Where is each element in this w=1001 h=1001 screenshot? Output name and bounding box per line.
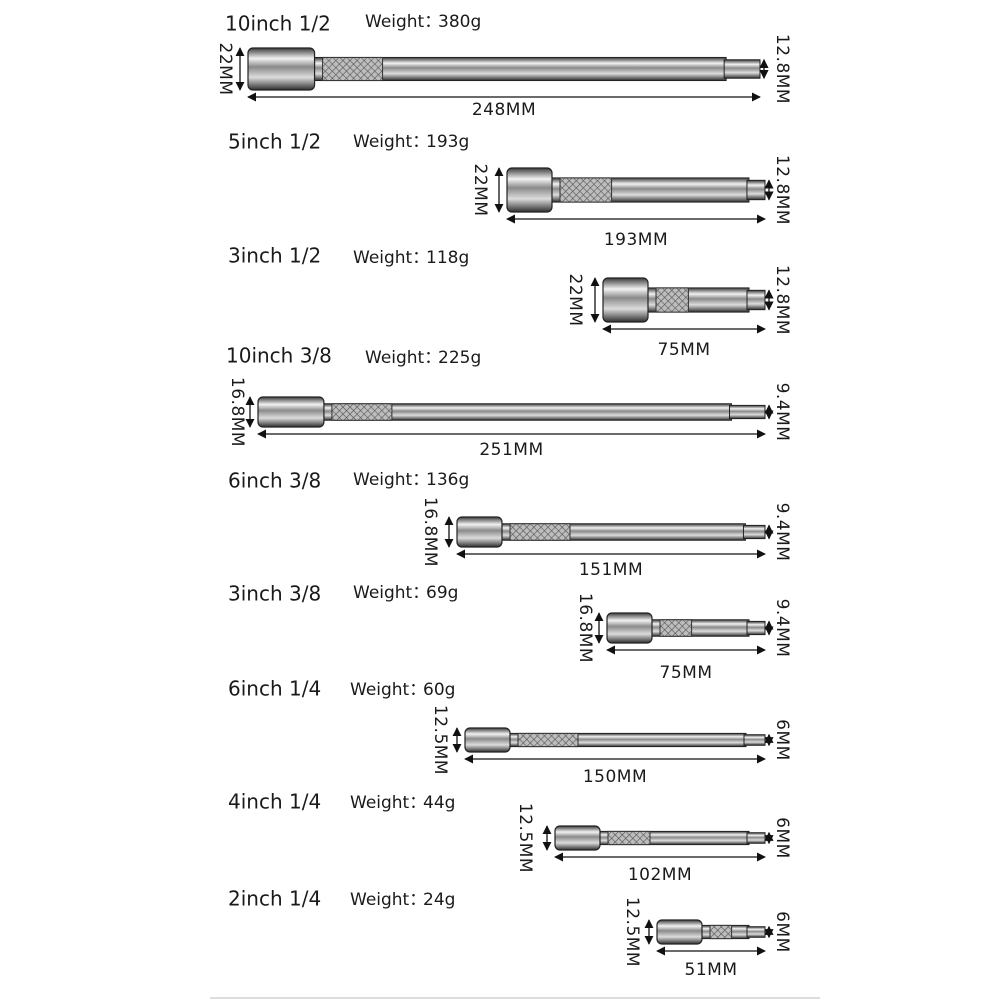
- weight-label: Weight：: [350, 680, 426, 700]
- drive-end: [742, 524, 766, 540]
- knurl: [709, 924, 733, 940]
- length: 51MM: [685, 960, 738, 980]
- weight-label: Weight：: [353, 470, 429, 490]
- length: 193MM: [604, 230, 668, 250]
- socket-head: [456, 516, 503, 548]
- extension-bar-item: 10inch 3/8 Weight：225g 16.8MM 9.4MM 251MM: [226, 344, 792, 461]
- knurl: [517, 732, 579, 748]
- weight-value: 193g: [426, 132, 469, 152]
- head-size: 16.8MM: [227, 377, 247, 447]
- socket-head: [247, 47, 316, 91]
- drive-size: 6MM: [772, 719, 792, 761]
- extension-bar-item: 6inch 3/8 Weight：136g 16.8MM 9.4MM 151MM: [228, 469, 792, 581]
- item-name: 6inch 1/4: [228, 677, 321, 701]
- socket-head: [506, 167, 553, 213]
- item-name: 3inch 1/2: [228, 244, 321, 268]
- item-name: 2inch 1/4: [228, 887, 321, 911]
- item-name: 6inch 3/8: [228, 469, 321, 493]
- extension-bar-item: 4inch 1/4 Weight：44g 12.5MM 6MM 102MM: [228, 790, 792, 886]
- drive-size: 12.8MM: [772, 265, 792, 335]
- weight-value: 225g: [438, 348, 481, 368]
- head-size: 22MM: [215, 43, 235, 96]
- head-size: 12.5MM: [622, 897, 642, 967]
- extension-bar-item: 3inch 1/2 Weight：118g 22MM 12.8MM 75MM: [228, 244, 792, 361]
- weight-value: 136g: [426, 470, 469, 490]
- weight-label: Weight：: [350, 890, 426, 910]
- drive-end: [746, 620, 766, 636]
- length: 75MM: [658, 340, 711, 360]
- drive-end: [746, 289, 766, 311]
- extension-bar-item: 6inch 1/4 Weight：60g 12.5MM 6MM 150MM: [228, 677, 792, 788]
- socket-head: [606, 612, 653, 644]
- drive-end: [743, 734, 766, 746]
- knurl: [322, 56, 384, 82]
- weight-value: 118g: [426, 248, 469, 268]
- knurl: [509, 523, 571, 541]
- socket-head: [602, 277, 649, 323]
- weight-label: Weight：: [353, 583, 429, 603]
- socket-head: [554, 825, 601, 851]
- weight-value: 24g: [423, 890, 455, 910]
- drive-size: 9.4MM: [772, 383, 792, 442]
- item-name: 10inch 1/2: [225, 12, 331, 36]
- weight-label: Weight：: [365, 348, 441, 368]
- knurl: [655, 287, 689, 313]
- head-size: 22MM: [565, 274, 585, 327]
- weight-value: 60g: [423, 680, 455, 700]
- length: 151MM: [579, 560, 643, 580]
- extension-bar-item: 3inch 3/8 Weight：69g 16.8MM 9.4MM 75MM: [228, 582, 792, 684]
- knurl: [607, 830, 651, 846]
- drive-end: [723, 59, 761, 79]
- drive-size: 6MM: [772, 817, 792, 859]
- length: 102MM: [628, 865, 692, 885]
- item-name: 3inch 3/8: [228, 582, 321, 606]
- head-size: 16.8MM: [420, 497, 440, 567]
- length: 75MM: [660, 663, 713, 683]
- drive-end: [746, 179, 766, 201]
- weight-value: 69g: [426, 583, 458, 603]
- extension-bar-item: 2inch 1/4 Weight：24g 12.5MM 6MM 51MM: [228, 887, 792, 981]
- drive-size: 9.4MM: [772, 599, 792, 658]
- weight-label: Weight：: [365, 12, 441, 32]
- socket-head: [656, 919, 703, 945]
- weight-label: Weight：: [350, 793, 426, 813]
- drive-size: 6MM: [772, 911, 792, 953]
- drive-end: [729, 404, 766, 420]
- knurl: [331, 403, 393, 421]
- drive-size: 9.4MM: [772, 503, 792, 562]
- length: 248MM: [472, 100, 536, 120]
- drive-end: [746, 926, 766, 938]
- socket-head: [464, 727, 511, 753]
- drive-end: [746, 832, 766, 844]
- weight-label: Weight：: [353, 132, 429, 152]
- drive-size: 12.8MM: [772, 34, 792, 104]
- item-name: 5inch 1/2: [228, 130, 321, 154]
- extension-bar-item: 10inch 1/2 Weight：380g 22MM 12.8MM 248MM: [215, 12, 792, 121]
- item-name: 4inch 1/4: [228, 790, 321, 814]
- weight-value: 44g: [423, 793, 455, 813]
- knurl: [559, 177, 613, 203]
- head-size: 12.5MM: [515, 803, 535, 873]
- knurl: [659, 619, 693, 637]
- head-size: 22MM: [470, 164, 490, 217]
- length: 251MM: [479, 440, 543, 460]
- head-size: 16.8MM: [575, 593, 595, 663]
- drive-size: 12.8MM: [772, 155, 792, 225]
- weight-label: Weight：: [353, 248, 429, 268]
- weight-value: 380g: [438, 12, 481, 32]
- length: 150MM: [583, 767, 647, 787]
- socket-head: [257, 396, 325, 428]
- head-size: 12.5MM: [430, 705, 450, 775]
- item-name: 10inch 3/8: [226, 344, 332, 368]
